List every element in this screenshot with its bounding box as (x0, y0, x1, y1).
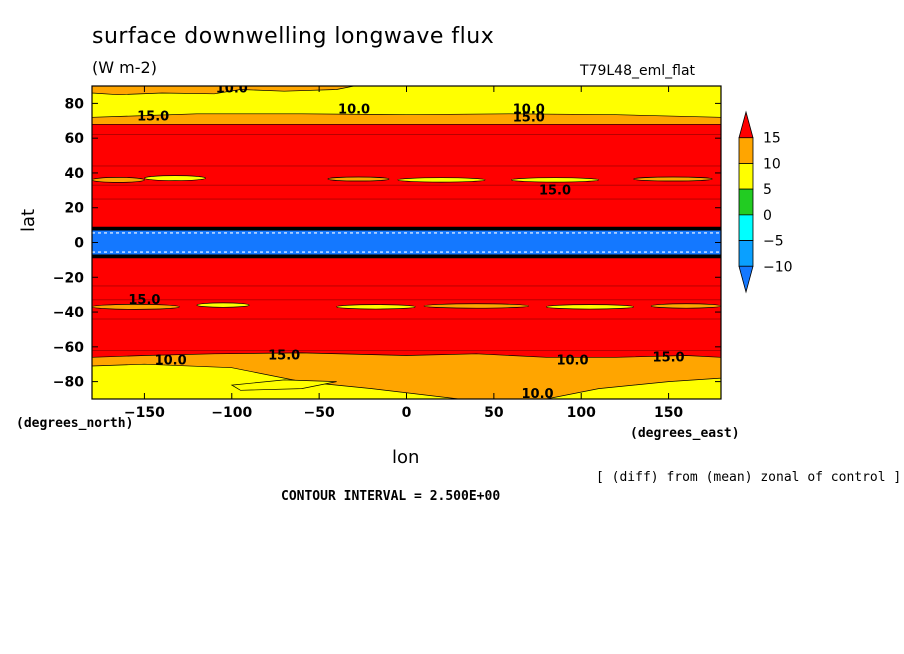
colorbar-label: 15 (763, 131, 781, 147)
colorbar-segment (738, 110, 754, 139)
x-tick-label: 0 (402, 405, 412, 421)
units-label: (W m-2) (92, 58, 157, 77)
colorbar-segment (738, 188, 754, 216)
x-axis-label: lon (392, 447, 420, 468)
x-tick-label: −50 (304, 405, 335, 421)
x-tick-label: 50 (484, 405, 504, 421)
streak-n-2 (144, 175, 206, 182)
contour-label: 10.0 (338, 102, 370, 117)
y-tick-label: 40 (65, 166, 85, 182)
contour-label: 15.0 (513, 110, 545, 125)
colorbar-label: −5 (763, 234, 784, 250)
chart-title: surface downwelling longwave flux (92, 24, 495, 49)
orange-patch-south (92, 352, 721, 399)
contour-label: 10.0 (522, 387, 554, 402)
x-tick-label: −100 (211, 405, 252, 421)
y-axis: −80 −60 −40 −20 0 20 40 60 80 (53, 96, 721, 391)
colorbar-segment (738, 265, 754, 294)
streak-s-2 (196, 302, 250, 308)
diff-note: [ (diff) from (mean) zonal of control ] (596, 470, 902, 485)
colorbar-segment (738, 163, 754, 190)
colorbar-label: 10 (763, 156, 781, 172)
streak-n-4 (397, 177, 486, 183)
streak-s-1 (92, 303, 180, 310)
field-layer (92, 86, 721, 399)
streak-s-6 (650, 303, 721, 309)
contour-label: 15.0 (137, 109, 169, 124)
x-tick-label: 150 (654, 405, 683, 421)
x-unit-label: (degrees_east) (630, 426, 740, 441)
streak-s-5 (545, 304, 634, 310)
streak-s-4 (423, 303, 530, 309)
orange-patch-north-1 (92, 86, 355, 96)
contour-label: 15.0 (653, 350, 685, 365)
colorbar-segment (738, 214, 754, 241)
contour-label-layer: 10.010.0 10.015.0 15.015.015.015.0 15.010.0… (128, 86, 685, 402)
contour-label: 15.0 (539, 183, 571, 198)
contour-label: 10.0 (155, 354, 187, 369)
y-tick-label: 80 (65, 96, 85, 112)
yellow-patch-south (230, 379, 337, 391)
y-tick-label: 0 (74, 236, 84, 252)
orange-patch-north-2 (92, 113, 721, 125)
contour-label: 15.0 (128, 293, 160, 308)
x-tick-label: −150 (124, 405, 165, 421)
streak-s-3 (336, 304, 416, 310)
x-axis: −150 −100 −50 0 50 100 150 (124, 86, 683, 421)
streak-n-3 (327, 176, 390, 182)
dataset-label: T79L48_eml_flat (580, 63, 696, 79)
y-tick-label: −60 (53, 340, 84, 356)
y-tick-label: −80 (53, 375, 84, 391)
colorbar-label: 5 (763, 182, 772, 198)
colorbar-segment (738, 240, 754, 267)
y-unit-label: (degrees_north) (16, 416, 134, 431)
x-tick-label: 100 (567, 405, 596, 421)
colorbar-segment (738, 137, 754, 164)
colorbar-label: 0 (763, 208, 772, 224)
y-tick-label: −20 (53, 270, 84, 286)
colorbar: −10 −5 0 5 10 15 (738, 110, 793, 294)
colorbar-label: −10 (763, 259, 793, 275)
y-tick-label: 60 (65, 131, 85, 147)
contour-label: 10.0 (513, 102, 545, 117)
contour-label: 15.0 (268, 349, 300, 364)
contour-label: 10.0 (556, 354, 588, 369)
streak-n-5 (510, 177, 600, 183)
streak-n-1 (92, 177, 145, 183)
contour-interval: CONTOUR INTERVAL = 2.500E+00 (281, 489, 501, 504)
streak-n-6 (633, 176, 713, 182)
y-tick-label: 20 (65, 201, 85, 217)
y-tick-label: −40 (53, 305, 84, 321)
